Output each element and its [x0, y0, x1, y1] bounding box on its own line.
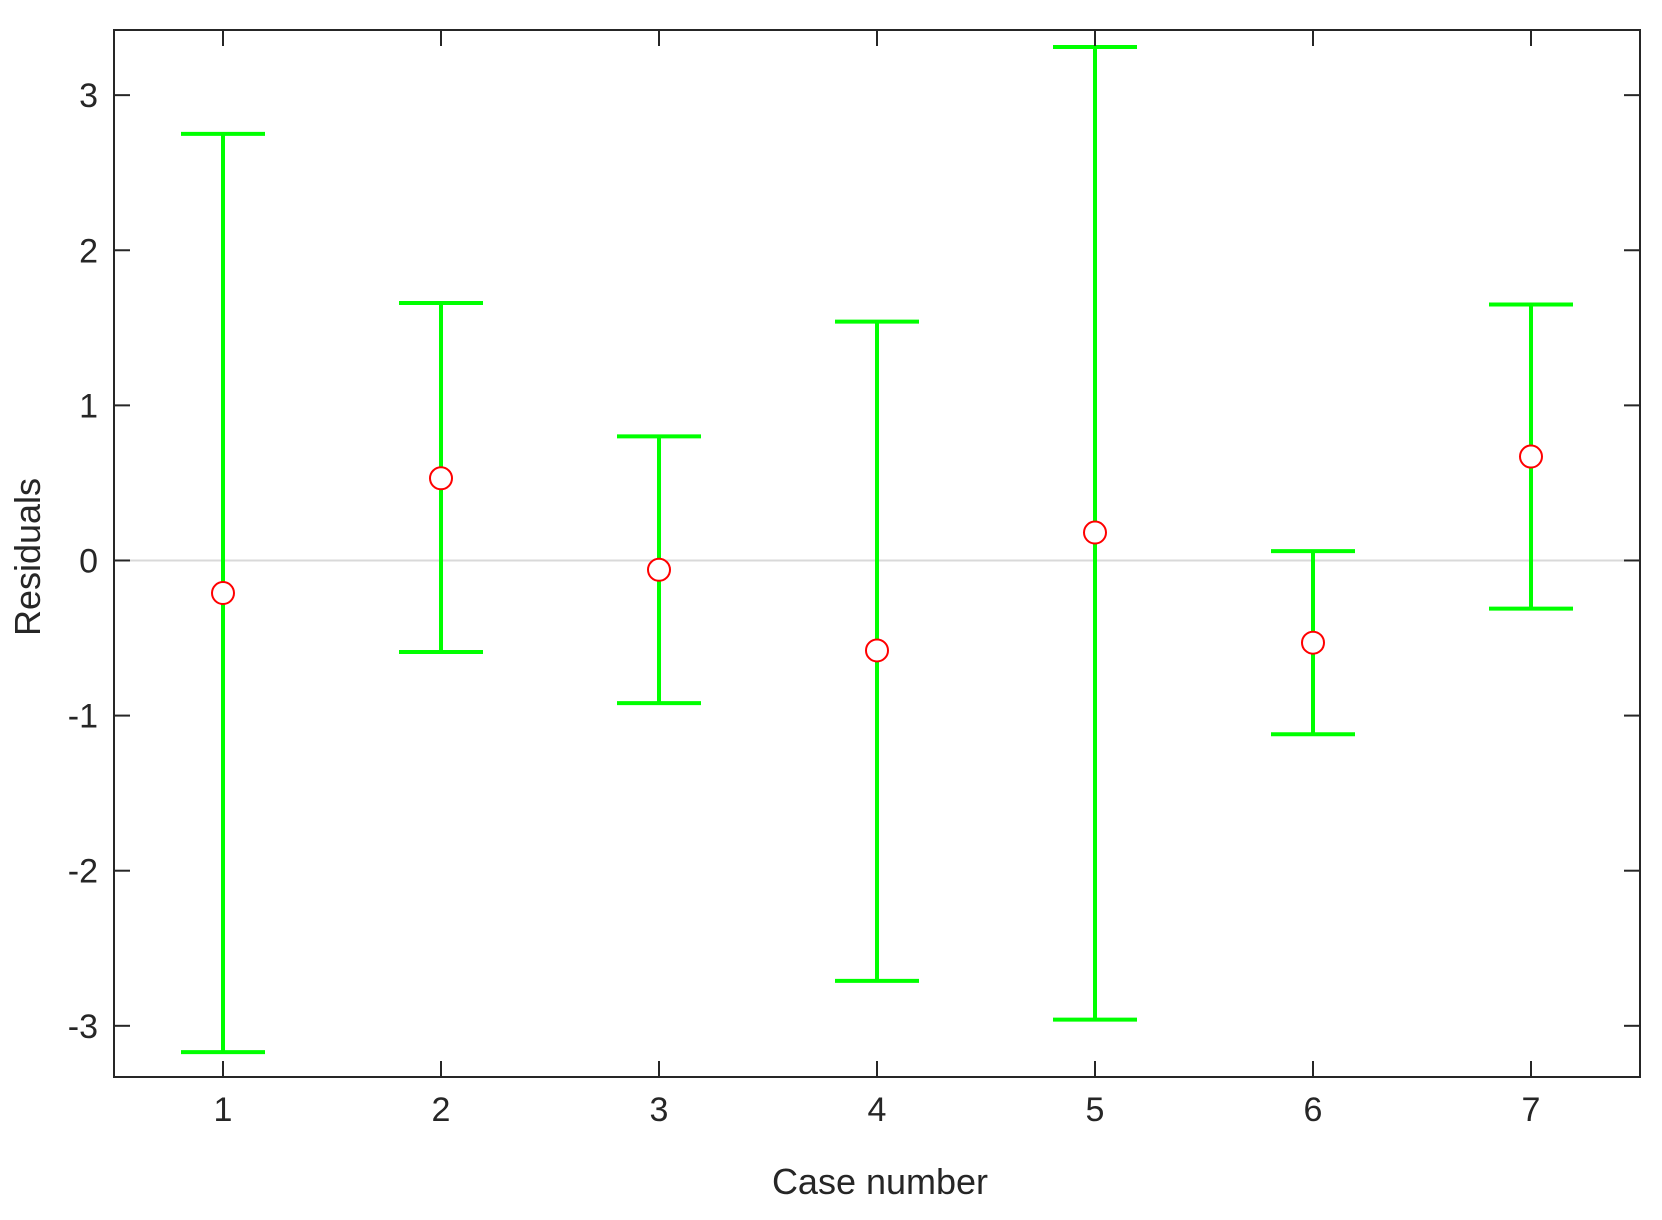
- y-tick-label: 3: [79, 77, 98, 115]
- residual-marker: [429, 466, 453, 491]
- residual-marker: [1519, 444, 1543, 469]
- y-tick-label: -1: [68, 698, 98, 736]
- y-axis-label: Residuals: [7, 478, 48, 636]
- residual-marker: [1301, 630, 1325, 655]
- x-tick-label: 5: [1086, 1091, 1105, 1129]
- residual-marker: [1083, 520, 1107, 545]
- residual-marker: [647, 557, 671, 582]
- x-tick-label: 4: [868, 1091, 887, 1129]
- y-tick-label: 2: [79, 232, 98, 270]
- errorbar-2: [399, 300, 483, 654]
- x-tick-label: 3: [650, 1091, 669, 1129]
- errorbar-7: [1489, 302, 1573, 611]
- y-tick-label: 1: [79, 387, 98, 425]
- errorbar-4: [835, 319, 919, 983]
- plot-area: [114, 45, 1640, 1055]
- residual-marker: [211, 581, 235, 606]
- x-tick-label: 6: [1304, 1091, 1323, 1129]
- x-tick-label: 2: [432, 1091, 451, 1129]
- y-tick-label: -3: [68, 1008, 98, 1046]
- x-tick-label: 7: [1522, 1091, 1541, 1129]
- y-tick-label: 0: [79, 542, 98, 580]
- y-tick-label: -2: [68, 853, 98, 891]
- x-tick-label: 1: [214, 1091, 233, 1129]
- errorbar-6: [1271, 549, 1355, 737]
- errorbar-5: [1053, 45, 1137, 1022]
- x-axis-label: Case number: [772, 1161, 988, 1202]
- errorbar-1: [181, 131, 265, 1055]
- errorbar-3: [617, 434, 701, 706]
- residual-marker: [865, 638, 889, 663]
- axes: -3 -2 -1 0 1 2 3 1 2 3 4 5 6 7: [68, 29, 1641, 1129]
